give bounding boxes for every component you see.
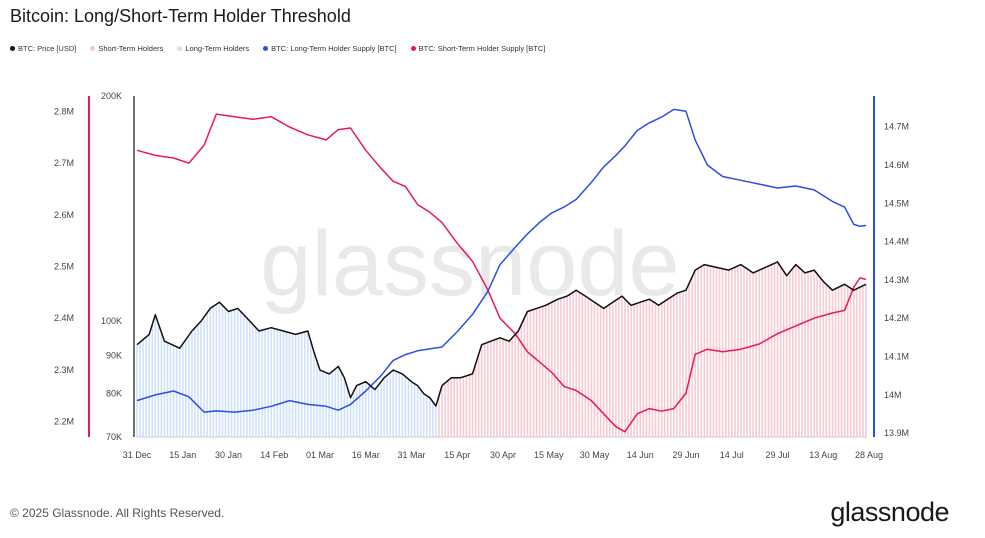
legend-swatch-long-term-holders	[177, 46, 183, 51]
sth-axis-tick-label: 2.3M	[54, 365, 74, 375]
x-axis-tick-label: 28 Aug	[855, 450, 883, 460]
price-axis-tick-label: 100K	[101, 316, 122, 326]
x-axis-tick-label: 29 Jun	[673, 450, 700, 460]
lth-axis-tick-label: 14.3M	[884, 275, 909, 285]
lth-axis-tick-label: 14.6M	[884, 160, 909, 170]
legend-item-lth-supply[interactable]: BTC: Long-Term Holder Supply [BTC]	[263, 44, 397, 53]
legend-label-price: BTC: Price [USD]	[18, 44, 77, 53]
price-axis-tick-label: 80K	[106, 389, 122, 399]
sth-axis-tick-label: 2.5M	[54, 262, 74, 272]
legend: BTC: Price [USD] Short-Term Holders Long…	[10, 44, 545, 53]
legend-label-sth-supply: BTC: Short-Term Holder Supply [BTC]	[418, 44, 546, 53]
legend-swatch-price	[10, 46, 15, 51]
lth-axis-tick-label: 13.9M	[884, 428, 909, 438]
sth-axis-tick-label: 2.7M	[54, 158, 74, 168]
sth-axis-tick-label: 2.4M	[54, 313, 74, 323]
x-axis-tick-label: 30 May	[580, 450, 610, 460]
lth-axis-tick-label: 14.5M	[884, 198, 909, 208]
x-axis-tick-label: 31 Mar	[398, 450, 426, 460]
sth-axis-tick-label: 2.8M	[54, 107, 74, 117]
legend-swatch-short-term-holders	[90, 46, 96, 51]
sth-axis-tick-label: 2.6M	[54, 210, 74, 220]
lth-axis-tick-label: 14.4M	[884, 237, 909, 247]
x-axis-tick-label: 16 Mar	[352, 450, 380, 460]
price-axis-tick-label: 70K	[106, 432, 122, 442]
legend-item-price[interactable]: BTC: Price [USD]	[10, 44, 76, 53]
axes: 2.2M 2.3M 2.4M 2.5M 2.6M 2.7M 2.8M 70K 80K 90K 100…	[54, 91, 909, 460]
lth-axis-tick-label: 14.2M	[884, 313, 909, 323]
legend-item-sth-supply[interactable]: BTC: Short-Term Holder Supply [BTC]	[410, 44, 546, 53]
chart-title: Bitcoin: Long/Short-Term Holder Threshol…	[10, 6, 351, 26]
legend-label-short-term-holders: Short-Term Holders	[98, 44, 164, 53]
legend-item-long-term-holders[interactable]: Long-Term Holders	[177, 44, 249, 53]
x-axis-tick-label: 29 Jul	[766, 450, 790, 460]
x-axis-tick-label: 15 Apr	[444, 450, 470, 460]
sth-axis-tick-label: 2.2M	[54, 417, 74, 427]
copyright-text: © 2025 Glassnode. All Rights Reserved.	[10, 506, 225, 520]
x-axis-tick-label: 15 Jan	[169, 450, 196, 460]
price-line	[136, 261, 867, 407]
x-axis-tick-label: 30 Jan	[215, 450, 242, 460]
brand-logo: glassnode	[830, 497, 949, 527]
lth-axis-tick-label: 14.1M	[884, 352, 909, 362]
x-axis-tick-label: 14 Feb	[260, 450, 288, 460]
lth-axis-tick-label: 14M	[884, 390, 902, 400]
x-axis-tick-label: 15 May	[534, 450, 564, 460]
legend-swatch-sth-supply	[410, 46, 416, 51]
x-axis-tick-label: 13 Aug	[809, 450, 837, 460]
legend-swatch-lth-supply	[263, 46, 269, 51]
sth-supply-line	[136, 113, 867, 433]
price-axis-tick-label: 90K	[106, 350, 122, 360]
x-axis-tick-label: 31 Dec	[123, 450, 152, 460]
x-axis-tick-label: 14 Jul	[720, 450, 744, 460]
x-axis-tick-label: 14 Jun	[627, 450, 654, 460]
legend-label-lth-supply: BTC: Long-Term Holder Supply [BTC]	[271, 44, 397, 53]
x-axis-tick-label: 01 Mar	[306, 450, 334, 460]
watermark: glassnode	[260, 213, 679, 315]
holder-regime-bars	[136, 261, 867, 437]
lth-supply-line	[136, 108, 867, 413]
legend-item-short-term-holders[interactable]: Short-Term Holders	[90, 44, 163, 53]
series-lines	[136, 108, 867, 433]
lth-axis-tick-label: 14.7M	[884, 122, 909, 132]
legend-label-long-term-holders: Long-Term Holders	[185, 44, 250, 53]
x-axis-tick-label: 30 Apr	[490, 450, 516, 460]
price-axis-tick-label: 200K	[101, 91, 122, 101]
